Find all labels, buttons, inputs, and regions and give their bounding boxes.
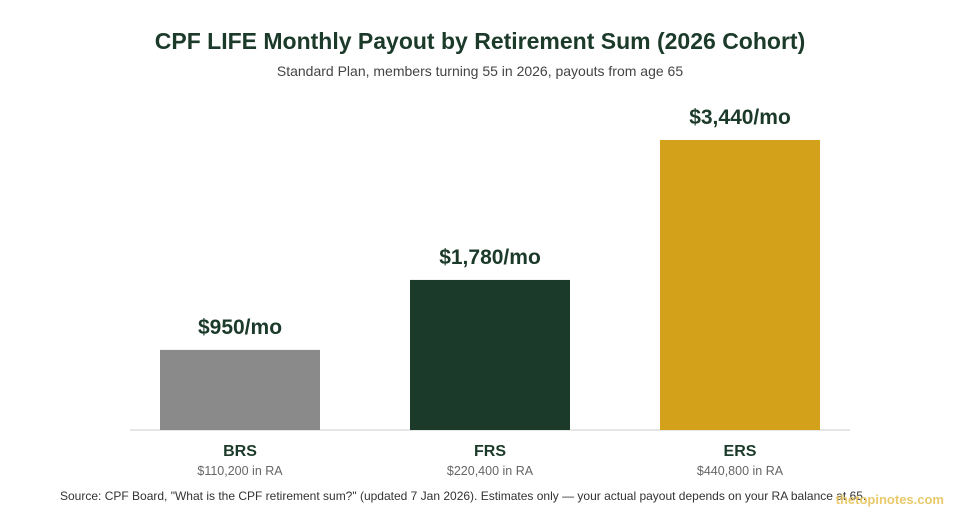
bar-ers: [660, 140, 820, 430]
bar-chart: $950/mo BRS $110,200 in RA $1,780/mo FRS $220…: [130, 106, 850, 478]
category-sublabel-brs: $110,200 in RA: [197, 464, 283, 478]
category-label-frs: FRS: [474, 443, 506, 460]
category-label-ers: ERS: [724, 443, 757, 460]
value-label-brs: $950/mo: [198, 316, 282, 339]
watermark: thetopinotes.com: [835, 492, 944, 507]
source-note: Source: CPF Board, "What is the CPF reti…: [60, 489, 867, 503]
category-sublabel-frs: $220,400 in RA: [447, 464, 534, 478]
chart-subtitle: Standard Plan, members turning 55 in 202…: [276, 63, 684, 79]
bars-group: $950/mo BRS $110,200 in RA $1,780/mo FRS $220…: [160, 106, 820, 478]
value-label-ers: $3,440/mo: [689, 106, 791, 129]
chart-title: CPF LIFE Monthly Payout by Retirement Su…: [154, 28, 806, 54]
bar-frs: [410, 279, 570, 430]
category-label-brs: BRS: [223, 443, 257, 460]
value-label-frs: $1,780/mo: [439, 246, 541, 269]
bar-brs: [160, 349, 320, 430]
category-sublabel-ers: $440,800 in RA: [697, 464, 784, 478]
